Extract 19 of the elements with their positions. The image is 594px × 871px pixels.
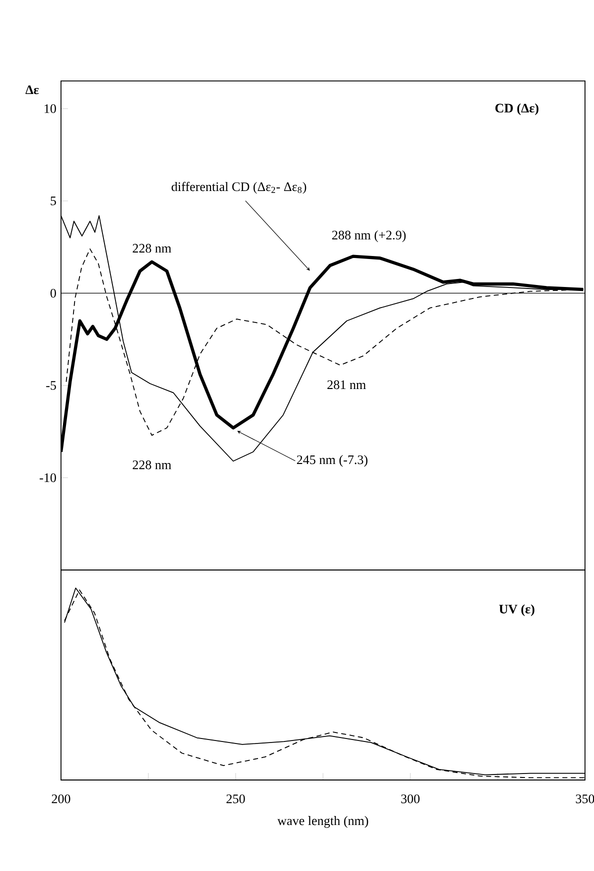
y-tick-label: 0	[50, 288, 56, 298]
x-tick-label: 250	[226, 794, 245, 804]
annotation: 288 nm (+2.9)	[332, 230, 406, 242]
y-tick-label: 5	[50, 196, 56, 206]
y-tick-label: -5	[46, 381, 56, 390]
x-tick-label: 200	[52, 794, 70, 804]
x-axis-title: wave length (nm)	[277, 816, 368, 828]
annotation: 281 nm	[327, 380, 366, 390]
x-tick-label: 350	[576, 794, 594, 804]
annotation: 228 nm	[132, 460, 172, 470]
annotation: 245 nm (-7.3)	[296, 455, 368, 467]
text: differential CD (Δε$_{2}$- Δε$_{8}$)	[172, 182, 306, 194]
annotation: 228 nm	[132, 244, 172, 253]
x-tick-label: 300	[401, 794, 420, 804]
y-axis-title: Δε	[26, 86, 39, 94]
y-tick-label: -10	[40, 473, 56, 482]
text: CD (Δε)	[495, 103, 538, 116]
y-tick-label: 10	[44, 104, 56, 114]
text: UV (ε)	[499, 604, 534, 616]
